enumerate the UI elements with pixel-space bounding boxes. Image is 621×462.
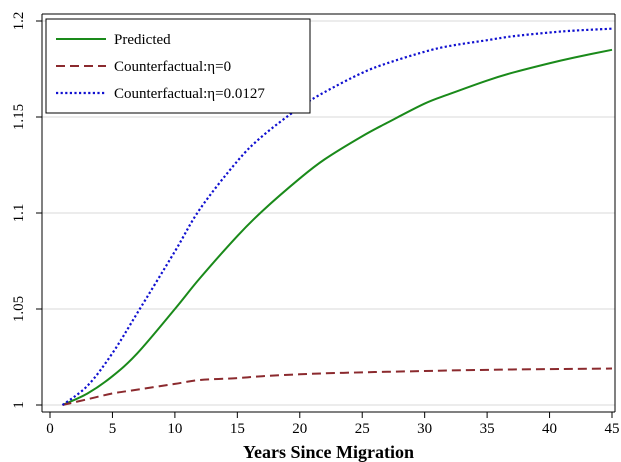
y-tick-label-0: 1 bbox=[11, 401, 27, 409]
x-tick-label-5: 25 bbox=[355, 421, 370, 437]
x-axis-title: Years Since Migration bbox=[243, 442, 414, 462]
y-tick-label-3: 1.15 bbox=[11, 104, 27, 130]
y-tick-label-2: 1.1 bbox=[11, 204, 27, 223]
series-line-0 bbox=[62, 48, 613, 406]
x-tick-label-4: 20 bbox=[292, 421, 307, 437]
x-tick-label-8: 40 bbox=[542, 421, 557, 437]
series-group bbox=[61, 27, 613, 406]
x-tick-label-1: 5 bbox=[109, 421, 117, 437]
y-tick-label-4: 1.2 bbox=[11, 12, 27, 31]
legend-label-0: Predicted bbox=[114, 32, 171, 48]
legend-label-2: Counterfactual:η=0.0127 bbox=[114, 86, 265, 102]
x-tick-label-9: 45 bbox=[605, 421, 620, 437]
series-line-1 bbox=[62, 367, 613, 406]
x-tick-label-6: 30 bbox=[417, 421, 432, 437]
legend: Predicted Counterfactual:η=0 Counterfactua… bbox=[45, 18, 311, 114]
legend-label-1: Counterfactual:η=0 bbox=[114, 59, 231, 75]
x-tick-label-3: 15 bbox=[230, 421, 245, 437]
legend-entries: Predicted Counterfactual:η=0 Counterfactua… bbox=[56, 32, 265, 102]
series-line-2 bbox=[61, 27, 613, 406]
axes: 0 5 10 15 20 25 30 35 40 45 1 1.05 1.1 1.15 1.2 bbox=[11, 12, 620, 437]
x-tick-label-2: 10 bbox=[167, 421, 182, 437]
y-tick-label-1: 1.05 bbox=[11, 296, 27, 322]
x-tick-label-7: 35 bbox=[480, 421, 495, 437]
x-tick-label-0: 0 bbox=[46, 421, 54, 437]
